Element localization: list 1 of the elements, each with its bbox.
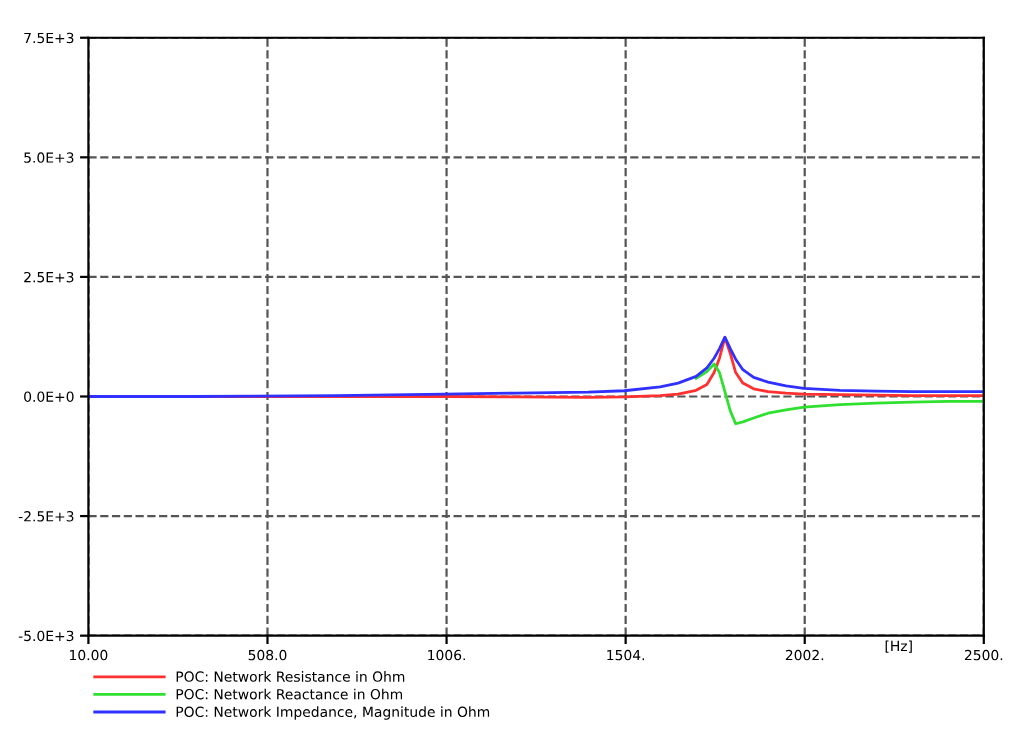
line-series	[694, 362, 984, 426]
